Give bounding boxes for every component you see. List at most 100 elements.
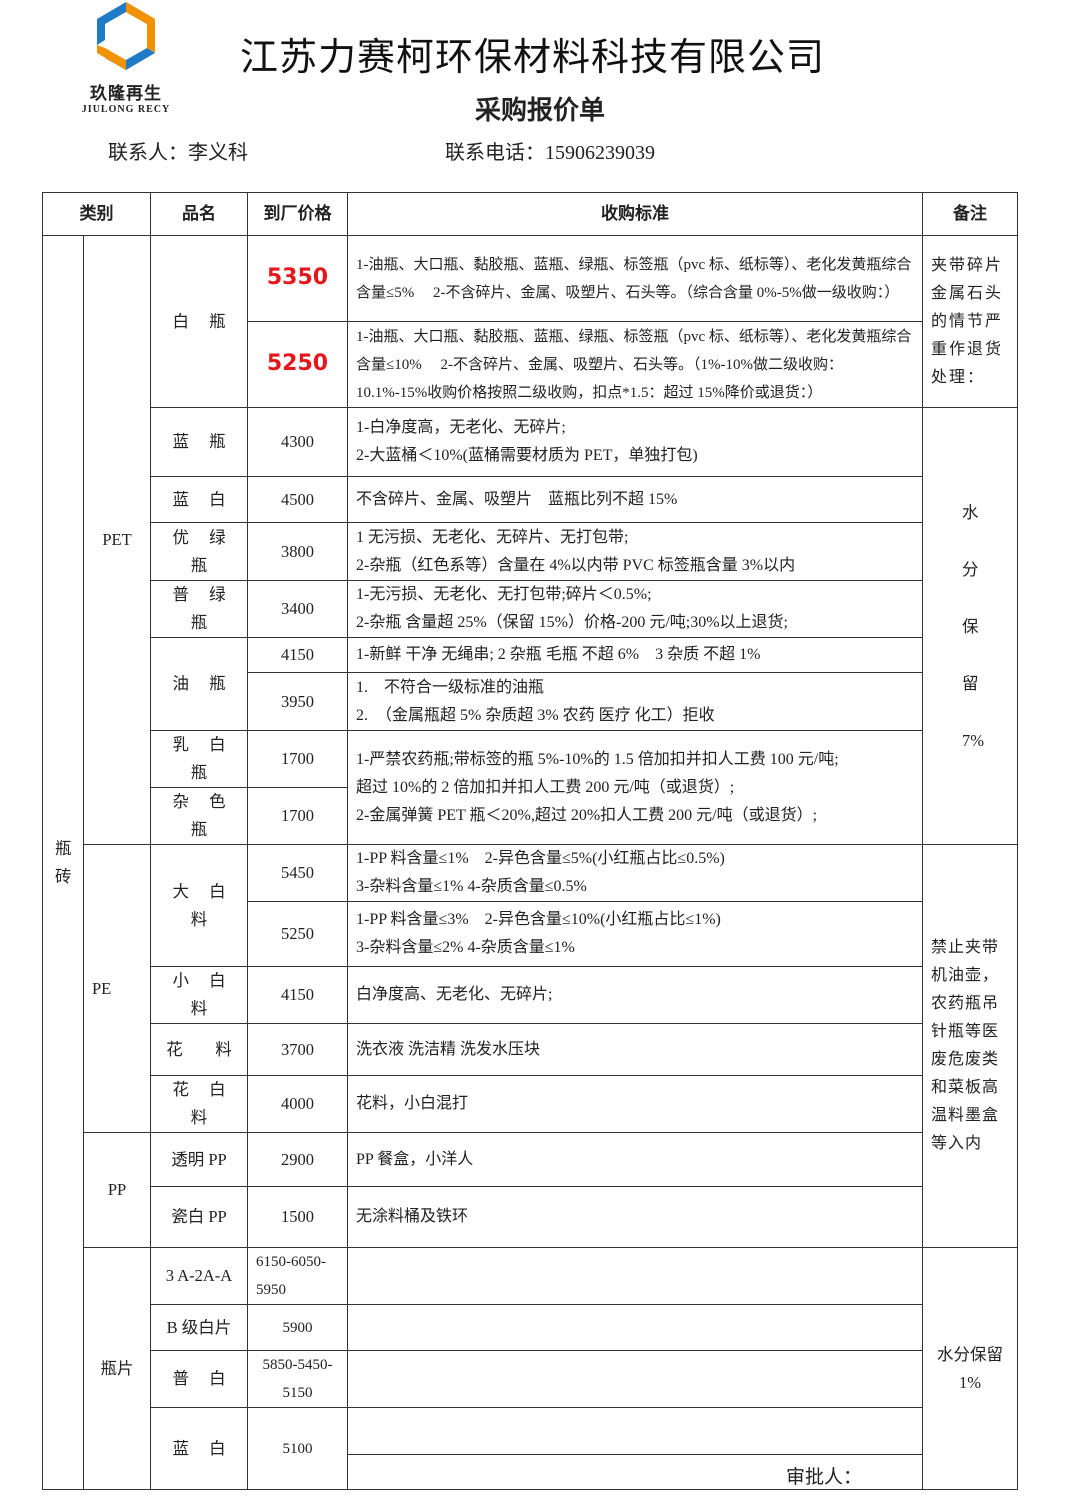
item-standard bbox=[347, 1304, 923, 1351]
item-standard: 白净度高、无老化、无碎片; bbox=[347, 966, 923, 1024]
item-name: 小 白 料 bbox=[150, 966, 248, 1024]
price-highlight: 5350 bbox=[266, 265, 329, 290]
contact-person: 联系人：李义科 bbox=[108, 142, 248, 164]
item-standard bbox=[347, 1350, 923, 1408]
item-price: 3800 bbox=[247, 522, 348, 581]
item-name: 普 绿 瓶 bbox=[150, 580, 248, 638]
table-row: B 级白片 5900 bbox=[43, 1304, 1018, 1351]
item-name: 瓷白 PP bbox=[150, 1186, 248, 1248]
std-line: 2. （金属瓶超 5% 杂质超 3% 农药 医疗 化工）拒收 bbox=[356, 706, 715, 724]
std-line: 2-大蓝桶＜10%(蓝桶需要材质为 PET，单独打包) bbox=[356, 447, 698, 464]
header-price: 到厂价格 bbox=[247, 192, 348, 236]
header-name: 品名 bbox=[150, 192, 248, 236]
std-line: 1 无污损、无老化、无碎片、无打包带; bbox=[356, 528, 629, 546]
item-price: 4150 bbox=[247, 637, 348, 673]
price-table: 类别 品名 到厂价格 收购标准 备注 瓶砖 PET 白 瓶 5350 1-油瓶、… bbox=[42, 192, 1018, 1490]
header-remarks: 备注 bbox=[922, 192, 1018, 236]
item-price: 1500 bbox=[247, 1186, 348, 1248]
item-price: 6150-6050-5950 bbox=[247, 1247, 348, 1305]
item-name: 3 A-2A-A bbox=[150, 1247, 248, 1305]
table-row: PE 大 白 料 5450 1-PP 料含量≤1% 2-异色含量≤5%(小红瓶占… bbox=[43, 844, 1018, 1248]
item-standard-extra bbox=[347, 1454, 923, 1490]
item-price: 3400 bbox=[247, 580, 348, 638]
table-row: 油 瓶 4150 1-新鲜 干净 无绳串; 2 杂瓶 毛瓶 不超 6% 3 杂质… bbox=[43, 637, 1018, 731]
item-name: 蓝 白 bbox=[150, 1407, 248, 1490]
price-highlight: 5250 bbox=[266, 351, 329, 376]
table-row: 普 白 5850-5450-5150 bbox=[43, 1350, 1018, 1408]
item-price: 2900 bbox=[247, 1132, 348, 1187]
std-line: 1-无污损、无老化、无打包带;碎片＜0.5%; bbox=[356, 586, 652, 603]
table-row: 5250 1-油瓶、大口瓶、黏胶瓶、蓝瓶、绿瓶、标签瓶（pvc 标、纸标等）、老… bbox=[43, 321, 1018, 408]
item-price: 5900 bbox=[247, 1304, 348, 1351]
table-row: 瓶片 3 A-2A-A 6150-6050-5950 水分保留1% bbox=[43, 1247, 1018, 1490]
item-name: 杂 色 瓶 bbox=[150, 787, 248, 845]
table-row bbox=[43, 1454, 1018, 1490]
std-line: 超过 10%的 2 倍加扣并扣人工费 200 元/吨（或退货）; bbox=[356, 778, 735, 796]
std-line: 1-严禁农药瓶;带标签的瓶 5%-10%的 1.5 倍加扣并扣人工费 100 元… bbox=[356, 750, 839, 768]
std-line: 1-PP 料含量≤1% 2-异色含量≤5%(小红瓶占比≤0.5%) bbox=[356, 850, 725, 867]
item-price: 5850-5450-5150 bbox=[247, 1350, 348, 1408]
approver-label: 审批人： bbox=[786, 1467, 863, 1488]
item-name: 大 白 料 bbox=[150, 844, 248, 967]
category-cell: 瓶砖 bbox=[42, 235, 84, 1490]
std-line: 1-PP 料含量≤3% 2-异色含量≤10%(小红瓶占比≤1%) bbox=[356, 911, 721, 928]
item-name: 油 瓶 bbox=[150, 637, 248, 731]
item-price: 5250 bbox=[247, 901, 348, 967]
item-standard: 无涂料桶及铁环 bbox=[347, 1186, 923, 1248]
logo-cn: 玖隆再生 bbox=[90, 84, 162, 104]
table-row: 蓝 瓶 4300 1-白净度高，无老化、无碎片; 2-大蓝桶＜10%(蓝桶需要材质… bbox=[43, 407, 1018, 845]
item-standard bbox=[347, 1247, 923, 1305]
table-row: 瓶砖 PET 白 瓶 5350 1-油瓶、大口瓶、黏胶瓶、蓝瓶、绿瓶、标签瓶（p… bbox=[42, 235, 1018, 1490]
item-name: B 级白片 bbox=[150, 1304, 248, 1351]
item-name: 透明 PP bbox=[150, 1132, 248, 1187]
item-name: 乳 白 瓶 bbox=[150, 730, 248, 788]
remark-cell: 水分保留1% bbox=[922, 1247, 1018, 1490]
item-name: 花 白 料 bbox=[150, 1075, 248, 1133]
table-row: 5250 1-PP 料含量≤3% 2-异色含量≤10%(小红瓶占比≤1%) 3-杂… bbox=[43, 901, 1018, 967]
item-standard: 1-PP 料含量≤1% 2-异色含量≤5%(小红瓶占比≤0.5%) 3-杂料含量≤… bbox=[347, 844, 923, 902]
item-price: 1700 bbox=[247, 730, 348, 788]
item-standard: 1-油瓶、大口瓶、黏胶瓶、蓝瓶、绿瓶、标签瓶（pvc 标、纸标等）、老化发黄瓶综… bbox=[347, 235, 923, 322]
item-standard: 1. 不符合一级标准的油瓶 2. （金属瓶超 5% 杂质超 3% 农药 医疗 化工… bbox=[347, 672, 923, 731]
table-row: 蓝 白 4500 不含碎片、金属、吸塑片 蓝瓶比列不超 15% bbox=[43, 476, 1018, 523]
std-line: 3-杂料含量≤2% 4-杂质含量≤1% bbox=[356, 939, 575, 956]
item-price: 5350 bbox=[247, 235, 348, 322]
item-name: 普 白 bbox=[150, 1350, 248, 1408]
remark-text: 水分保留7% bbox=[962, 502, 984, 750]
company-name: 江苏力赛柯环保材料科技有限公司 bbox=[240, 35, 826, 79]
item-standard: 1-PP 料含量≤3% 2-异色含量≤10%(小红瓶占比≤1%) 3-杂料含量≤2… bbox=[347, 901, 923, 967]
item-price: 4150 bbox=[247, 966, 348, 1024]
std-line: 2-金属弹簧 PET 瓶＜20%,超过 20%扣人工费 200 元/吨（或退货）… bbox=[356, 806, 818, 824]
header-standard: 收购标准 bbox=[347, 192, 923, 236]
remark-cell: 水分保留7% bbox=[922, 407, 1018, 845]
item-standard: 1-严禁农药瓶;带标签的瓶 5%-10%的 1.5 倍加扣并扣人工费 100 元… bbox=[347, 730, 923, 845]
header-category: 类别 bbox=[42, 192, 151, 236]
table-row: 花 料 3700 洗衣液 洗洁精 洗发水压块 bbox=[43, 1023, 1018, 1076]
table-row: 3950 1. 不符合一级标准的油瓶 2. （金属瓶超 5% 杂质超 3% 农药 … bbox=[43, 672, 1018, 731]
std-line: 3-杂料含量≤1% 4-杂质含量≤0.5% bbox=[356, 878, 587, 895]
table-row: PP 透明 PP 2900 PP 餐盒，小洋人 bbox=[43, 1132, 1018, 1248]
item-price: 3950 bbox=[247, 672, 348, 731]
table-row: 瓷白 PP 1500 无涂料桶及铁环 bbox=[43, 1186, 1018, 1248]
remark-cell: 禁止夹带机油壶，农药瓶吊针瓶等医废危废类和菜板高温料墨盒等入内 bbox=[922, 844, 1018, 1248]
item-price: 5450 bbox=[247, 844, 348, 902]
table-header: 类别 品名 到厂价格 收购标准 备注 bbox=[42, 192, 1018, 236]
company-logo: 玖隆再生 JIULONG RECY bbox=[76, 0, 176, 118]
item-price: 5100 bbox=[247, 1407, 348, 1490]
item-name: 优 绿 瓶 bbox=[150, 522, 248, 581]
item-price: 3700 bbox=[247, 1023, 348, 1076]
item-standard: 1-油瓶、大口瓶、黏胶瓶、蓝瓶、绿瓶、标签瓶（pvc 标、纸标等）、老化发黄瓶综… bbox=[347, 321, 923, 408]
hexagon-logo-icon bbox=[97, 2, 155, 70]
table-row: 乳 白 瓶 1700 1-严禁农药瓶;带标签的瓶 5%-10%的 1.5 倍加扣… bbox=[43, 730, 1018, 845]
table-row: 优 绿 瓶 3800 1 无污损、无老化、无碎片、无打包带; 2-杂瓶（红色系等）… bbox=[43, 522, 1018, 581]
item-name: 花 料 bbox=[150, 1023, 248, 1076]
item-price: 4000 bbox=[247, 1075, 348, 1133]
remark-cell: 夹带碎片金属石头的情节严重作退货处理： bbox=[922, 235, 1018, 408]
item-price: 4500 bbox=[247, 476, 348, 523]
category-label: 瓶砖 bbox=[55, 838, 72, 886]
item-standard: PP 餐盒，小洋人 bbox=[347, 1132, 923, 1187]
item-price: 1700 bbox=[247, 787, 348, 845]
table-row: 花 白 料 4000 花料，小白混打 bbox=[43, 1075, 1018, 1133]
item-name: 蓝 瓶 bbox=[150, 407, 248, 477]
table-row: 蓝 白 5100 bbox=[43, 1407, 1018, 1490]
